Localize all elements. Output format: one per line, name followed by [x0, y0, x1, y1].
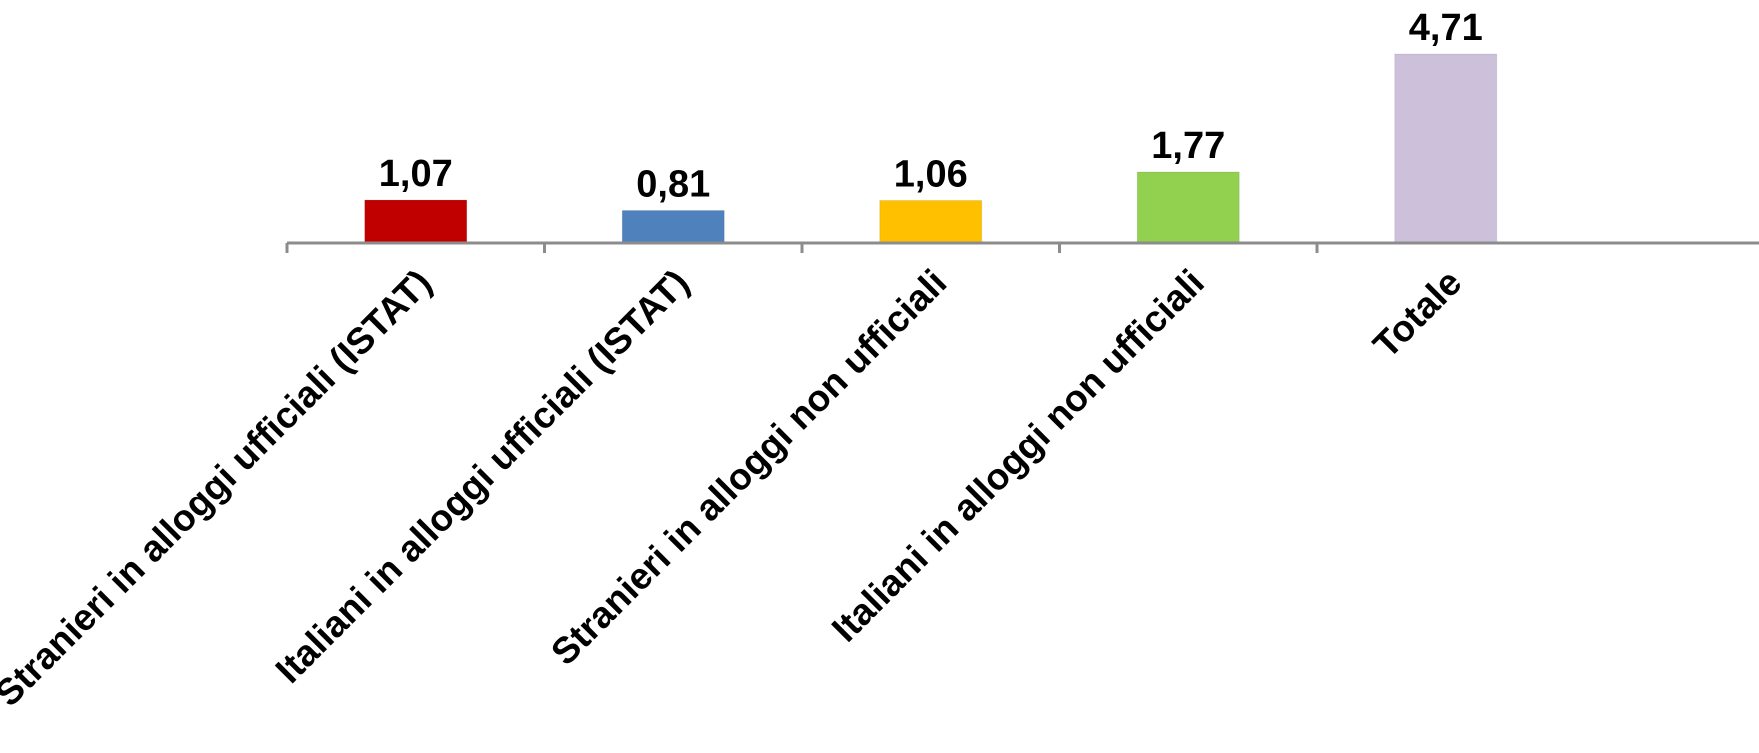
x-axis	[285, 241, 1759, 253]
data-label: 1,06	[894, 153, 968, 195]
bar	[621, 209, 725, 244]
data-label: 4,71	[1409, 7, 1483, 49]
category-tick-label: Stranieri in alloggi non ufficiali	[543, 262, 954, 673]
bar	[1394, 53, 1498, 244]
category-tick-label: Italiani in alloggi ufficiali (ISTAT)	[268, 262, 697, 691]
bar	[1136, 171, 1240, 244]
bar	[364, 199, 468, 244]
category-labels-group: Stranieri in alloggi ufficiali (ISTAT)It…	[0, 262, 1469, 714]
bar	[879, 199, 983, 244]
category-tick-label: Stranieri in alloggi ufficiali (ISTAT)	[0, 262, 439, 714]
category-tick-label: Totale	[1365, 262, 1469, 366]
data-label: 0,81	[636, 163, 710, 205]
data-label: 1,07	[379, 153, 453, 195]
value-labels-group: 1,07 0,81 1,06 1,77 4,71	[379, 7, 1483, 205]
data-label: 1,77	[1151, 125, 1225, 167]
bars-group	[364, 53, 1498, 244]
